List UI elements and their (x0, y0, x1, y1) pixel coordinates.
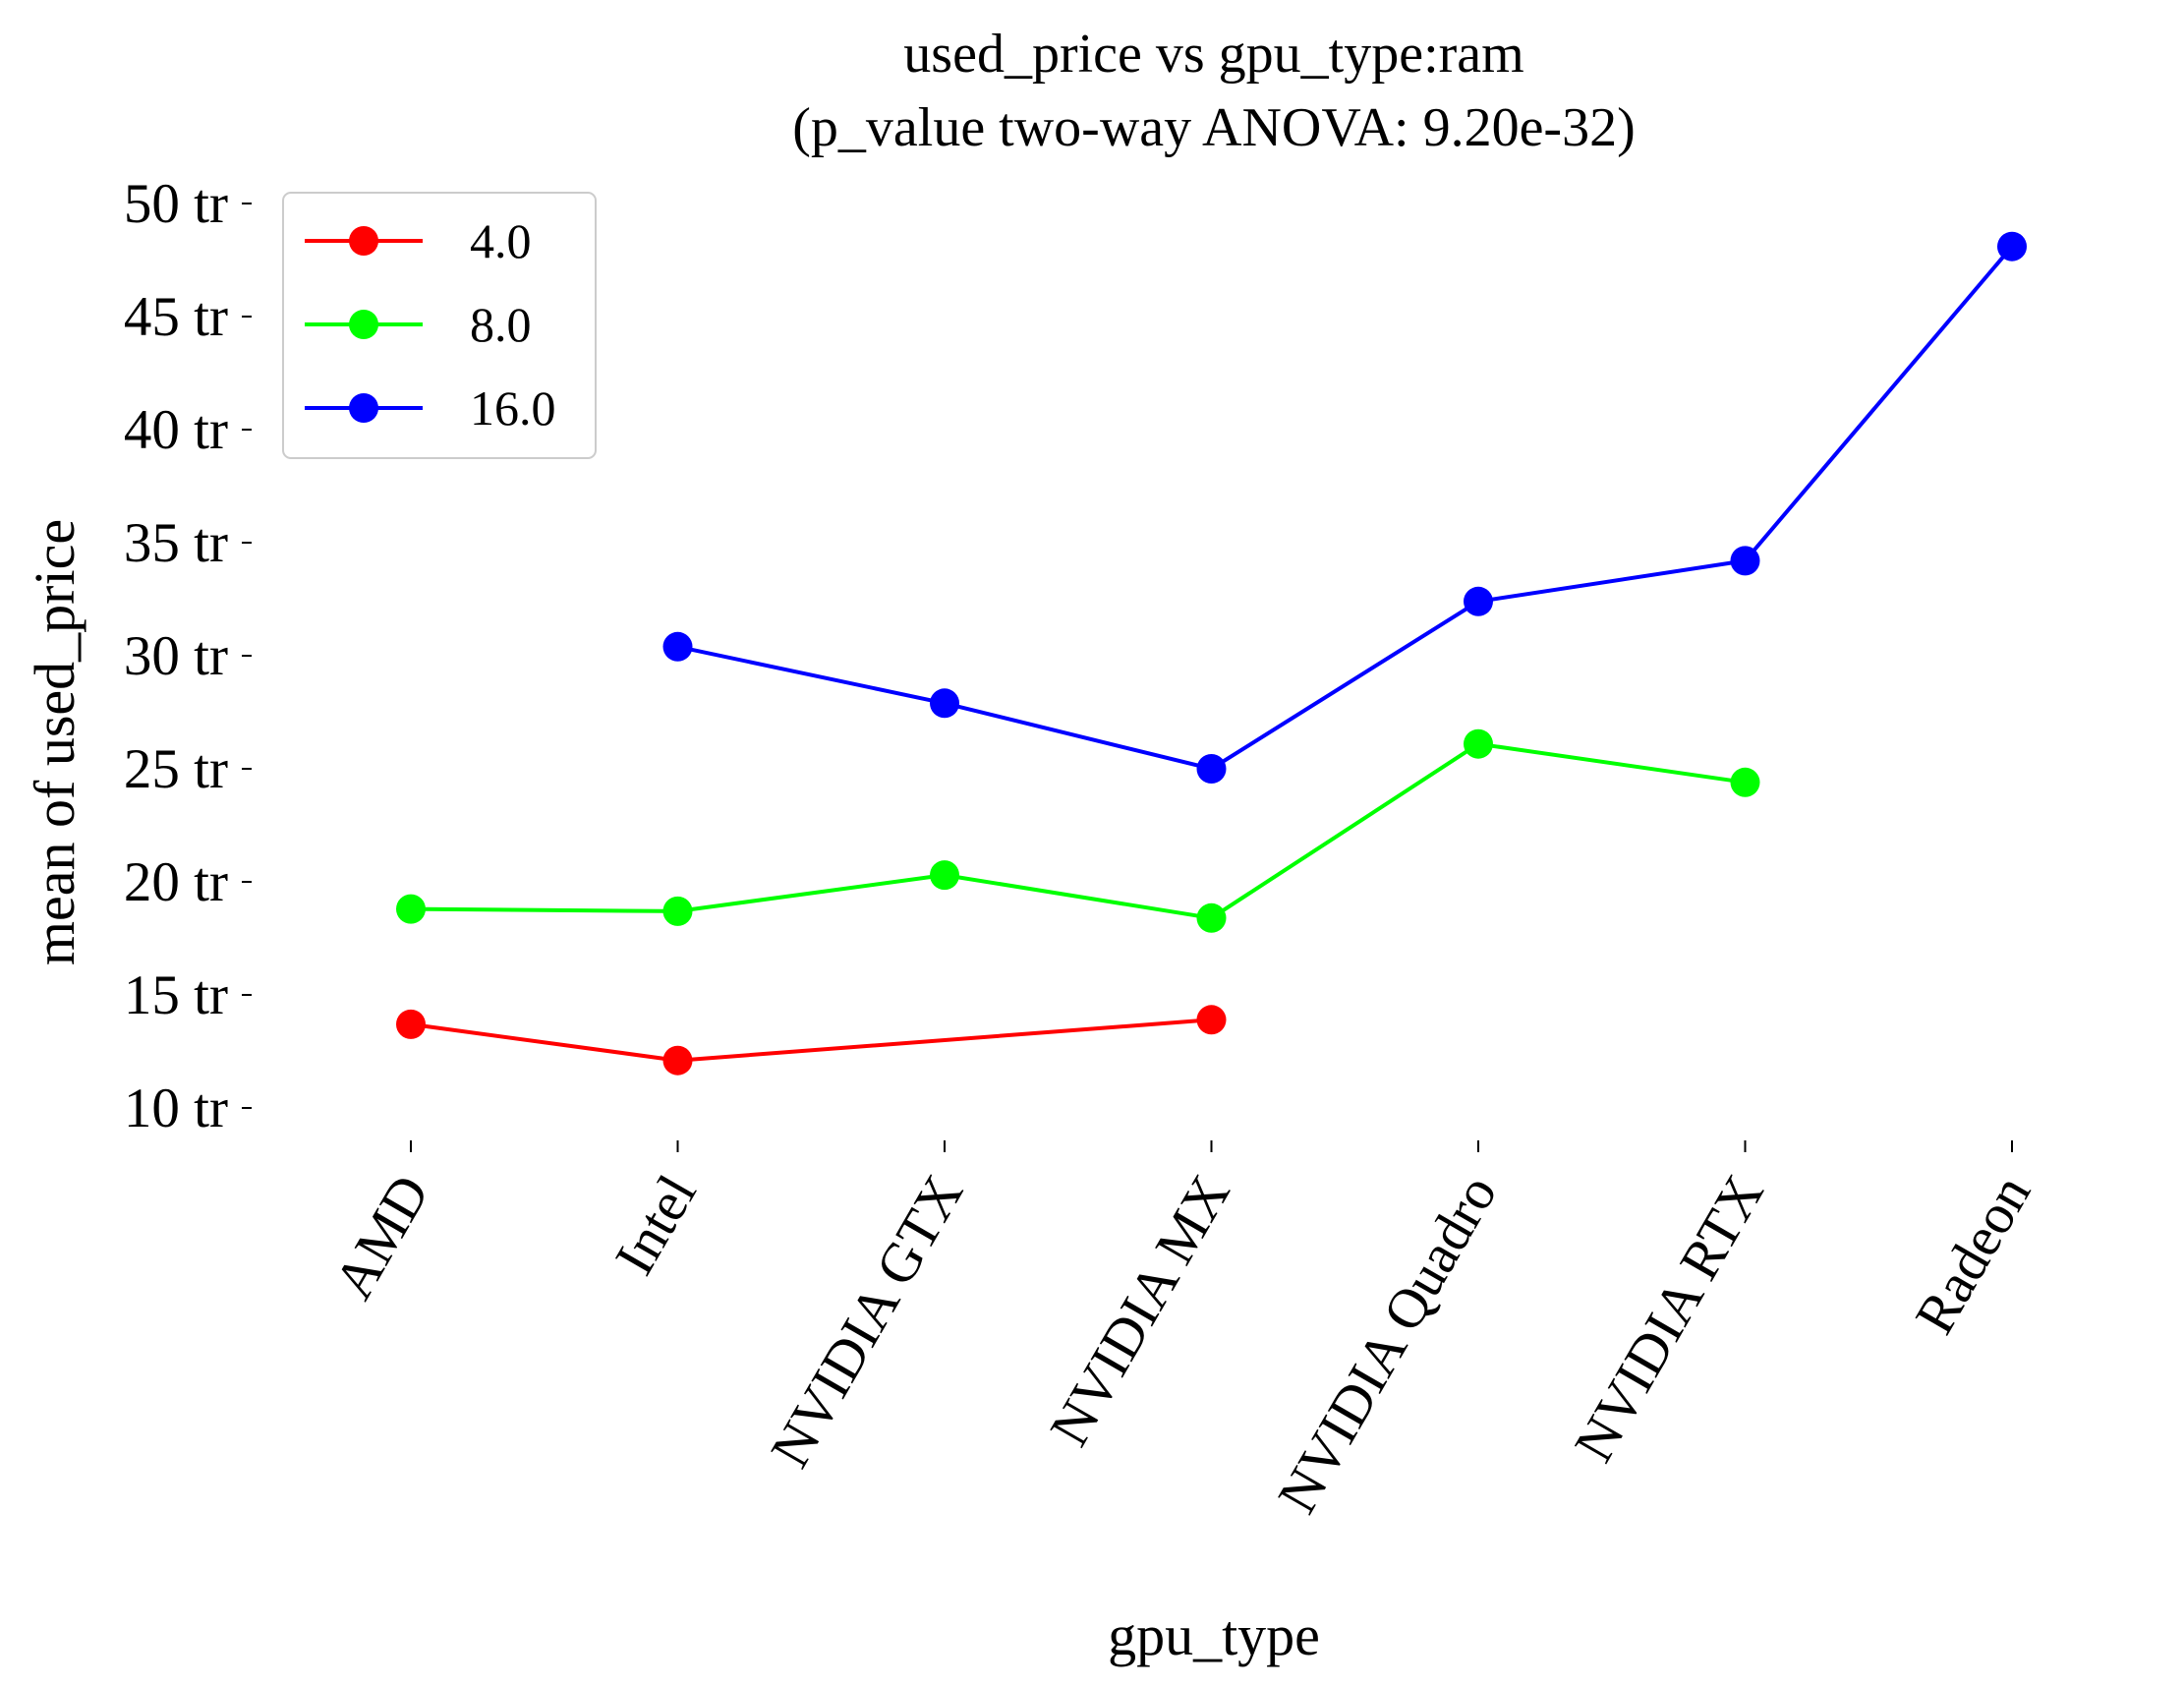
data-point (930, 860, 959, 891)
y-tick-label: 20 tr (124, 851, 228, 913)
series-line (410, 1018, 1212, 1063)
y-axis-label: mean of used_price (23, 519, 86, 965)
data-point (662, 631, 693, 662)
data-point (662, 896, 693, 926)
x-tick-label: NVIDIA Quadro (1266, 1165, 1509, 1524)
data-point (1997, 231, 2027, 262)
chart-subtitle: (p_value two-way ANOVA: 9.20e-32) (792, 97, 1635, 158)
series-8.0 (396, 728, 1760, 933)
y-tick-label: 35 tr (124, 512, 228, 574)
x-axis-label: gpu_type (1108, 1603, 1320, 1667)
y-tick-label: 15 tr (124, 964, 228, 1026)
legend-box (282, 192, 597, 459)
legend-marker (349, 226, 378, 256)
data-point (1464, 728, 1493, 759)
x-tick-label: Intel (603, 1165, 709, 1285)
legend: 4.0 8.0 16.0 (282, 192, 597, 459)
x-tick-label: NVIDIA MX (1038, 1165, 1241, 1456)
x-tick-label: AMD (322, 1165, 441, 1310)
data-point (1730, 767, 1760, 797)
legend-label: 8.0 (470, 297, 532, 352)
data-point (1196, 1005, 1227, 1035)
legend-marker (349, 310, 378, 339)
data-point (662, 1045, 693, 1076)
data-point (396, 1009, 426, 1039)
x-tick-label: Radeon (1904, 1165, 2043, 1344)
legend-marker (349, 393, 378, 423)
y-tick-label: 25 tr (124, 738, 228, 800)
series-line (677, 245, 2014, 772)
y-tick-label: 30 tr (124, 625, 228, 687)
x-tick-label: NVIDIA GTX (759, 1165, 975, 1478)
x-tick-label: NVIDIA RTX (1563, 1165, 1776, 1472)
series-layer (396, 231, 2027, 1076)
y-axis: 10 tr 15 tr 20 tr 25 tr 30 tr 35 tr 40 tr 45 tr… (124, 173, 252, 1139)
chart-title: used_price vs gpu_type:ram (903, 24, 1523, 85)
x-axis: AMD Intel NVIDIA GTX NVIDIA MX NVIDIA Quadro… (322, 1140, 2042, 1524)
legend-label: 4.0 (470, 213, 532, 268)
data-point (1196, 902, 1227, 933)
data-point (1196, 754, 1227, 784)
series-line (410, 741, 1746, 920)
data-point (396, 894, 426, 924)
data-point (1464, 586, 1493, 616)
y-tick-label: 40 tr (124, 399, 228, 461)
series-4.0 (396, 1005, 1227, 1076)
data-point (930, 688, 959, 719)
data-point (1730, 546, 1760, 576)
series-16.0 (662, 231, 2027, 784)
y-tick-label: 45 tr (124, 286, 228, 348)
legend-label: 16.0 (470, 380, 556, 436)
y-tick-label: 10 tr (124, 1077, 228, 1139)
y-tick-label: 50 tr (124, 173, 228, 235)
